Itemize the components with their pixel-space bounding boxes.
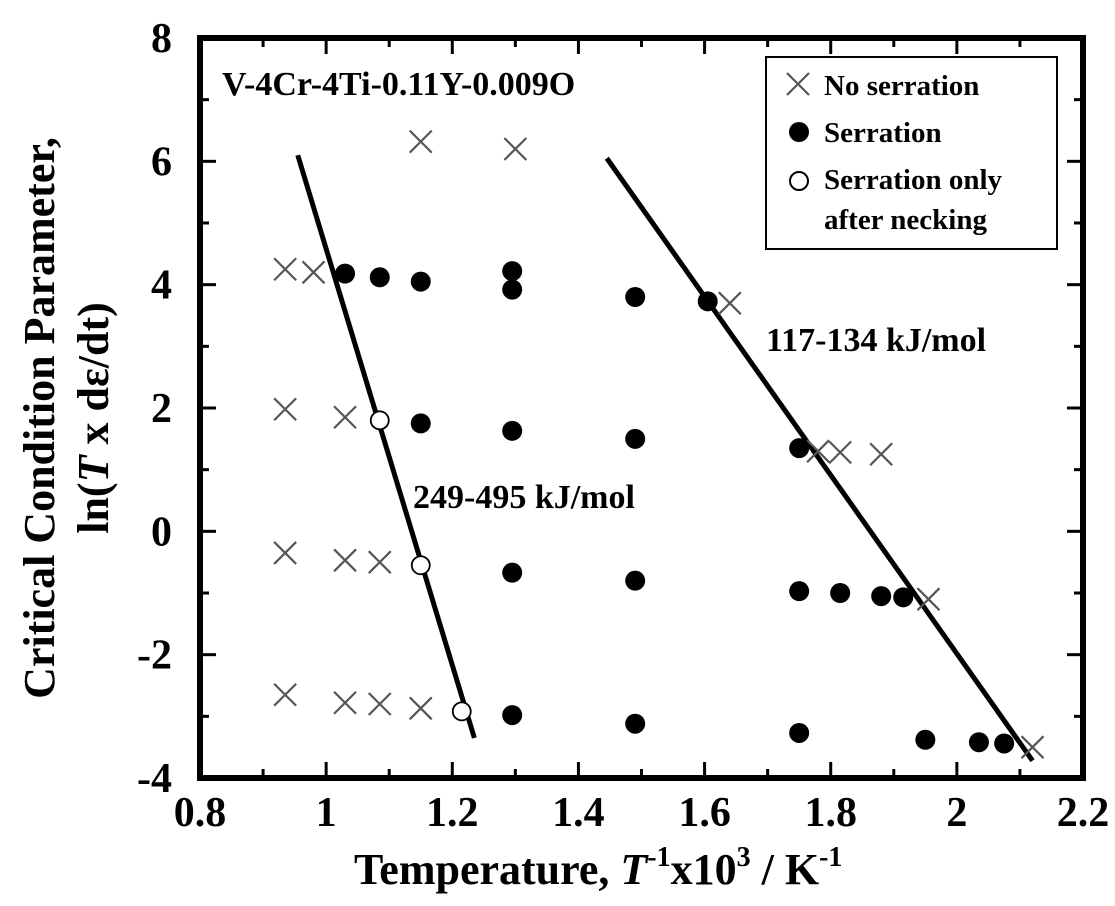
serration-point [502, 562, 523, 583]
legend: No serration Serration Serration only af… [765, 56, 1058, 250]
serration-point [502, 261, 523, 282]
no-serration-point [916, 587, 941, 611]
serration-point [968, 732, 989, 753]
x-tick-labels: 0.8 1 1.2 1.4 1.6 1.8 2 2.2 [174, 790, 1110, 836]
energy-low-label: 117-134 kJ/mol [766, 322, 986, 359]
no-serration-point [806, 439, 830, 463]
legend-box [765, 56, 1058, 250]
no-serration-point [503, 137, 528, 161]
y-tick-label: -4 [137, 756, 172, 802]
legend-label-serration-after-necking-1: Serration only [824, 164, 1003, 196]
no-serration-point [333, 405, 357, 430]
fit-lines [295, 154, 1035, 763]
no-serration-point [869, 442, 893, 467]
fit-line [295, 154, 477, 739]
serration-point [502, 705, 523, 726]
x-tick-label: 1.8 [804, 790, 857, 836]
axis-ticks [198, 36, 1085, 780]
no-serration-point [273, 541, 297, 565]
legend-marker-serration-after-necking [789, 171, 809, 191]
serration-after-necking-point [410, 555, 431, 576]
y-axis-title-line2-var: T [69, 453, 118, 482]
y-axis-title-line1: Critical Condition Parameter, [15, 137, 64, 699]
x-axis-title: Temperature, T-1x103 / K-1 [354, 842, 842, 894]
no-serration-point [273, 397, 297, 422]
x-axis-title-sup3: -1 [819, 842, 842, 873]
x-tick-label: 2.2 [1057, 790, 1110, 836]
serration-point [915, 729, 936, 750]
serration-point [893, 587, 914, 608]
no-serration-point [408, 696, 433, 721]
y-tick-label: 6 [151, 139, 172, 185]
y-axis-title-line2-suffix: x dε/dt) [69, 302, 118, 455]
serration-point [625, 570, 646, 591]
fit-line [604, 156, 1035, 763]
no-serration-point [367, 550, 392, 574]
x-tick-label: 2 [946, 790, 967, 836]
x-axis-title-var: T [620, 845, 649, 894]
no-serration-point [828, 440, 852, 465]
serration-point [830, 583, 851, 603]
x-tick-label: 1.4 [552, 790, 605, 836]
serration-point [789, 581, 810, 602]
x-axis-title-mid: x10 [671, 845, 737, 894]
legend-marker-serration [789, 122, 809, 142]
no-serration-point [1020, 735, 1045, 759]
no-serration-point [273, 257, 297, 282]
no-serration-point [367, 692, 392, 716]
legend-label-serration-after-necking-2: after necking [824, 204, 987, 236]
serration-point [410, 271, 431, 292]
serration-point [871, 586, 892, 607]
energy-high-label: 249-495 kJ/mol [413, 479, 635, 516]
serration-point [625, 713, 646, 734]
serration-point [335, 263, 356, 284]
serration-after-necking-point [369, 410, 390, 431]
serration-point [789, 722, 810, 743]
no-serration-point [718, 291, 742, 315]
x-tick-label: 1.6 [678, 790, 731, 836]
x-axis-title-sup1: -1 [647, 842, 670, 873]
no-serration-point [273, 682, 297, 707]
serration-point [410, 413, 431, 434]
y-tick-label: 8 [151, 16, 172, 62]
x-axis-title-prefix: Temperature, [354, 845, 620, 894]
serration-point [789, 438, 810, 459]
y-tick-label: -2 [137, 633, 172, 679]
data-points [273, 129, 1045, 759]
y-tick-label: 4 [151, 263, 172, 309]
y-tick-labels: -4 -2 0 2 4 6 8 [137, 16, 172, 802]
serration-point [994, 733, 1015, 754]
y-axis-title-line2-prefix: ln( [69, 482, 118, 533]
serration-point [625, 428, 646, 449]
no-serration-point [301, 260, 326, 285]
y-axis-title-line2: ln(T x dε/dt) [69, 302, 118, 534]
y-tick-label: 2 [151, 386, 172, 432]
y-tick-label: 0 [151, 509, 172, 555]
no-serration-point [333, 548, 357, 573]
x-axis-title-unit: / K [751, 845, 819, 894]
x-axis-title-sup2: 3 [737, 842, 751, 873]
x-tick-label: 0.8 [174, 790, 227, 836]
x-tick-label: 1.2 [426, 790, 479, 836]
serration-after-necking-point [451, 701, 472, 722]
alloy-label: V-4Cr-4Ti-0.11Y-0.009O [222, 66, 575, 103]
no-serration-point [408, 129, 433, 154]
x-tick-label: 1 [316, 790, 337, 836]
serration-point [502, 420, 523, 441]
serration-point [625, 287, 646, 307]
serration-point [502, 279, 523, 300]
no-serration-point [333, 690, 357, 715]
legend-marker-no-serration [786, 72, 810, 96]
serration-point [697, 291, 718, 312]
serration-point [369, 267, 390, 288]
legend-label-no-serration: No serration [824, 70, 979, 102]
legend-label-serration: Serration [824, 117, 942, 149]
y-axis-title: Critical Condition Parameter, ln(T x dε/… [15, 137, 118, 699]
